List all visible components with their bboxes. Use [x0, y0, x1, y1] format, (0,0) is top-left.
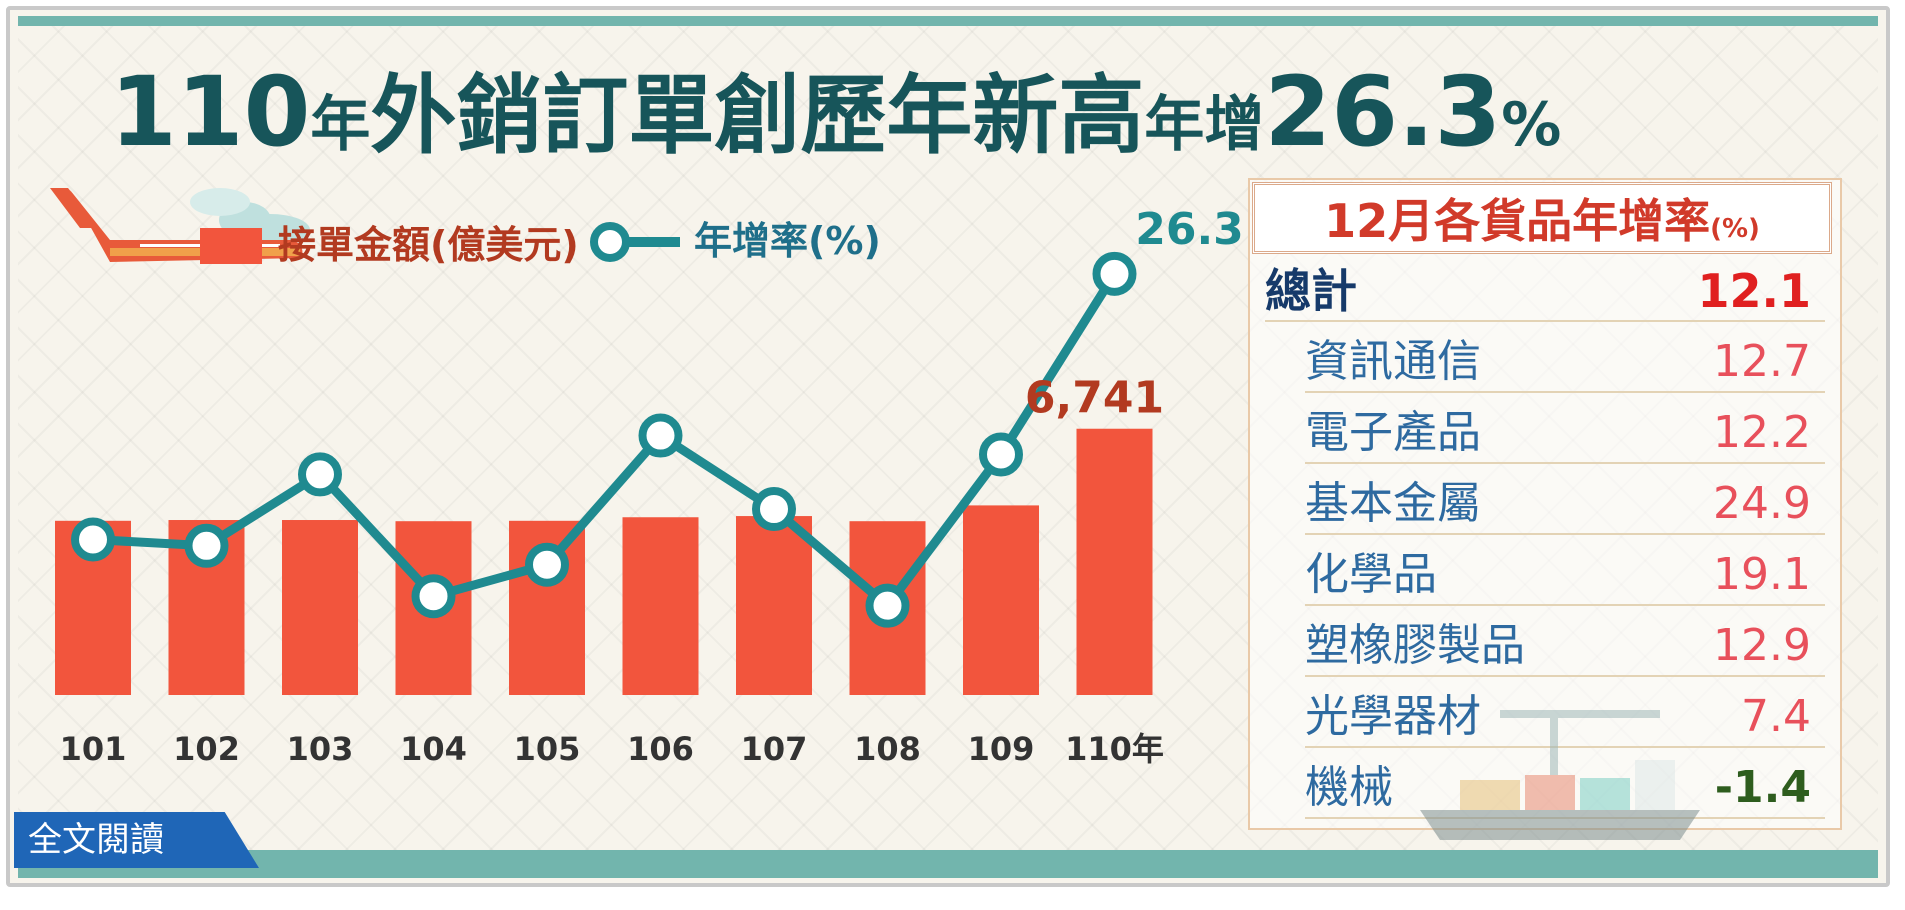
line-point-104	[411, 574, 456, 619]
title-year-char: 年	[310, 90, 371, 160]
bar-110年	[1076, 428, 1153, 695]
title-year-number: 110	[110, 56, 311, 168]
product-growth-table	[1248, 178, 1842, 830]
row-label: 資訊通信	[1305, 336, 1481, 387]
row-label: 塑橡膠製品	[1305, 620, 1525, 671]
row-value: 12.1	[1697, 264, 1812, 318]
x-tick-label: 101	[60, 730, 127, 768]
x-tick-label: 108	[854, 730, 921, 768]
line-point-102	[184, 523, 229, 568]
row-value: 12.2	[1713, 407, 1811, 458]
bar-107	[736, 516, 812, 695]
table-title-text: 12月各貨品年增率	[1324, 194, 1711, 248]
line-point-101	[71, 517, 115, 562]
line-point-107	[752, 487, 796, 532]
orders-chart: 101 102 103 104 105 106 107 108 109 110年 6,741 26.…	[55, 204, 1244, 768]
line-point-109	[979, 432, 1023, 477]
title-percent: %	[1501, 90, 1562, 160]
page-title: 110年外銷訂單創歷年新高年增26.3%	[110, 52, 1810, 172]
bar-data-label: 6,741	[1025, 373, 1164, 424]
line-data-label: 26.3	[1135, 204, 1244, 255]
x-tick-label: 109	[968, 730, 1035, 768]
bar-106	[622, 517, 699, 695]
table-title: 12月各貨品年增率(%)	[1252, 182, 1832, 254]
row-value: 12.7	[1713, 336, 1811, 387]
row-label: 化學品	[1305, 549, 1437, 600]
row-value: -1.4	[1714, 762, 1811, 813]
x-tick-label: 105	[514, 730, 581, 768]
line-point-106	[638, 413, 683, 458]
table-row: 資訊通信 12.7	[1305, 333, 1825, 393]
row-label: 電子產品	[1305, 407, 1481, 458]
table-row-total: 總計 12.1	[1265, 262, 1825, 322]
table-title-unit: (%)	[1710, 214, 1760, 244]
legend-bar-label: 接單金額(億美元)	[278, 223, 579, 267]
line-series	[71, 251, 1137, 628]
full-text-link[interactable]: 全文閱讀	[14, 812, 259, 868]
title-sub: 年增	[1144, 90, 1265, 160]
line-point-105	[525, 542, 569, 587]
x-tick-label: 107	[741, 730, 808, 768]
table-row: 基本金屬 24.9	[1305, 475, 1825, 535]
bar-109	[963, 505, 1039, 695]
x-tick-label: 102	[173, 730, 240, 768]
line-point-110年	[1092, 251, 1137, 296]
title-main: 外銷訂單創歷年新高	[370, 66, 1145, 166]
row-label: 光學器材	[1305, 691, 1481, 742]
row-label: 基本金屬	[1305, 478, 1481, 529]
table-row: 塑橡膠製品 12.9	[1305, 617, 1825, 677]
growth-line	[92, 271, 1119, 611]
x-tick-label: 103	[287, 730, 354, 768]
table-row: 光學器材 7.4	[1305, 688, 1825, 748]
row-value: 19.1	[1713, 549, 1811, 600]
row-label: 機械	[1305, 762, 1393, 813]
row-value: 7.4	[1741, 691, 1811, 742]
x-tick-label: 104	[400, 730, 467, 768]
row-label: 總計	[1265, 264, 1357, 318]
cargo-ship-icon	[1420, 710, 1700, 840]
table-row: 電子產品 12.2	[1305, 404, 1825, 464]
row-value: 12.9	[1713, 620, 1811, 671]
legend-bar-swatch	[200, 228, 262, 264]
bar-103	[282, 520, 358, 695]
row-value: 24.9	[1713, 478, 1811, 529]
legend-line-marker	[590, 222, 630, 262]
x-tick-label: 106	[627, 730, 694, 768]
line-point-108	[865, 583, 910, 628]
x-axis-ticks: 101 102 103 104 105 106 107 108 109 110年	[60, 730, 1164, 768]
line-point-103	[298, 452, 342, 497]
legend: 接單金額(億美元) 年增率(%)	[200, 219, 881, 267]
bottom-band	[18, 850, 1878, 878]
x-tick-label: 110年	[1065, 730, 1164, 768]
legend-line-label: 年增率(%)	[694, 219, 881, 263]
table-row: 化學品 19.1	[1305, 546, 1825, 606]
data-labels: 6,741 26.3	[1025, 204, 1244, 424]
title-growth: 26.3	[1264, 56, 1502, 168]
